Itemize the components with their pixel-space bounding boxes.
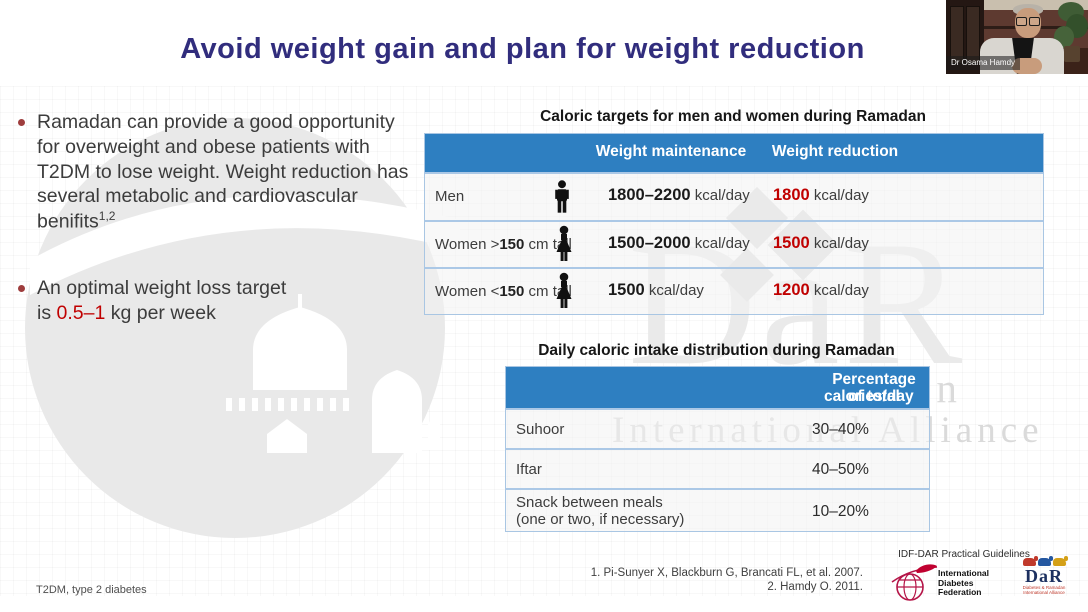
table-row-suhoor: Suhoor 30–40% [506,408,929,448]
idf-globe-logo-icon [891,564,938,601]
table-row-men: Men 1800–2200 kcal/day 1800 kcal/day [425,172,1043,220]
caloric-distribution-table: Percentage of total calories/day Suhoor … [505,366,930,532]
webcam-video-tile[interactable]: Dr Osama Hamdy [946,0,1088,74]
camel-icons [1006,556,1082,567]
distribution-table-header: Percentage of total calories/day [506,367,929,408]
caloric-targets-table: Weight maintenance Weight reduction Men … [424,133,1044,315]
bullet-text: Ramadan can provide a good opportunity f… [37,111,409,233]
references: 1. Pi-Sunyer X, Blackburn G, Brancati FL… [590,567,863,593]
maintenance-value: 1500–2000 kcal/day [608,234,750,252]
woman-icon [556,225,572,261]
column-header-weight-maintenance: Weight maintenance [595,143,747,160]
bullet-item-weight-loss-target: An optimal weight loss target is 0.5–1 k… [14,276,418,326]
table-row-snack: Snack between meals (one or two, if neces… [506,488,929,531]
blue-camel-icon [1037,556,1053,566]
table-row-women-short: Women <150 cm tall 1500 kcal/day 1200 kc… [425,267,1043,314]
row-value: 40–50% [812,461,869,478]
column-header-weight-reduction: Weight reduction [771,143,899,160]
distribution-table-title: Daily caloric intake distribution during… [538,342,895,359]
bullet-dot [18,119,25,126]
reduction-value: 1800 kcal/day [773,186,869,204]
idf-federation-label: International Diabetes Federation [938,568,990,597]
reduction-value: 1200 kcal/day [773,281,869,299]
man-icon [555,180,569,213]
dar-logo: DaR Diabetes & Ramadan International All… [1006,556,1082,595]
reference-superscript: 1,2 [98,209,116,223]
maintenance-value: 1800–2200 kcal/day [608,186,750,204]
caloric-table-header: Weight maintenance Weight reduction [425,134,1043,172]
webcam-name-label: Dr Osama Hamdy [946,56,1021,70]
caloric-table-title: Caloric targets for men and women during… [540,108,926,125]
abbreviation-note: T2DM, type 2 diabetes [36,584,147,596]
guidelines-label: IDF-DAR Practical Guidelines [898,549,1030,560]
gold-camel-icon [1052,556,1068,566]
person-face [1015,8,1041,38]
red-camel-icon [1022,556,1038,566]
row-value: 10–20% [812,503,869,520]
page-title: Avoid weight gain and plan for weight re… [180,33,865,65]
row-label: Iftar [516,461,542,478]
plant-pot [1064,46,1080,62]
column-header-percentage: Percentage of total calories/day [824,371,916,405]
row-label: Men [435,188,465,205]
reduction-value: 1500 kcal/day [773,234,869,252]
row-label: Suhoor [516,421,565,438]
highlighted-value: 0.5–1 [56,301,106,324]
bullet-text: An optimal weight loss target is 0.5–1 k… [37,277,287,324]
maintenance-value: 1500 kcal/day [608,281,704,299]
woman-icon [556,272,572,308]
row-label: Snack between meals (one or two, if neces… [516,494,685,528]
glasses-icon [1016,17,1040,26]
dar-wordmark: DaR [1025,566,1063,586]
row-value: 30–40% [812,421,869,438]
table-row-iftar: Iftar 40–50% [506,448,929,488]
table-row-women-tall: Women >150 cm tall 1500–2000 kcal/day 15… [425,220,1043,267]
dar-subtitle: Diabetes & Ramadan International Allianc… [1022,585,1066,595]
bullet-item-ramadan-opportunity: Ramadan can provide a good opportunity f… [14,110,418,234]
bullet-dot [18,285,25,292]
